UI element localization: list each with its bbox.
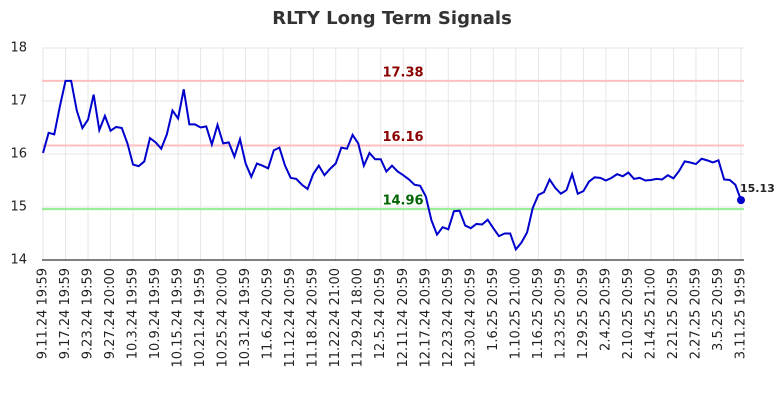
x-tick-label: 12.11.24 20:59 [396, 268, 411, 368]
x-tick-label: 10.15.24 19:59 [171, 268, 186, 368]
reference-label: 17.38 [382, 65, 423, 80]
reference-label: 14.96 [382, 194, 423, 209]
y-tick-label: 17 [10, 94, 27, 109]
reference-label: 16.16 [382, 130, 423, 145]
x-tick-label: 9.23.24 19:59 [81, 268, 96, 359]
x-tick-label: 10.25.24 20:00 [216, 268, 231, 368]
x-tick-label: 2.21.25 20:59 [666, 268, 681, 359]
x-tick-label: 11.22.24 21:00 [328, 268, 343, 368]
x-tick-label: 10.21.24 19:59 [193, 268, 208, 368]
x-tick-label: 9.11.24 19:59 [36, 268, 51, 359]
x-tick-label: 12.17.24 20:59 [418, 268, 433, 368]
x-tick-label: 10.31.24 19:59 [238, 268, 253, 368]
x-tick-label: 10.3.24 19:59 [126, 268, 141, 359]
chart-title: RLTY Long Term Signals [272, 8, 512, 29]
last-point [737, 196, 745, 205]
x-tick-label: 1.23.25 20:59 [553, 268, 568, 359]
x-tick-label: 9.17.24 19:59 [58, 268, 73, 359]
x-tick-label: 10.9.24 19:59 [148, 268, 163, 359]
x-tick-label: 9.27.24 20:00 [103, 268, 118, 359]
y-tick-label: 14 [10, 253, 27, 268]
x-tick-label: 1.29.25 20:59 [576, 268, 591, 359]
x-tick-label: 11.6.24 20:59 [261, 268, 276, 359]
x-tick-label: 12.23.24 20:59 [441, 268, 456, 368]
y-tick-label: 15 [10, 200, 27, 215]
x-tick-label: 11.29.24 18:00 [351, 268, 366, 368]
x-tick-label: 2.10.25 20:59 [621, 268, 636, 359]
line [42, 79, 742, 252]
x-tick-label: 1.16.25 20:59 [531, 268, 546, 359]
x-tick-label: 1.10.25 21:00 [508, 268, 523, 359]
x-tick-label: 2.14.25 21:00 [643, 268, 658, 359]
x-tick-label: 1.6.25 20:59 [486, 268, 501, 351]
x-tick-label: 11.18.24 20:59 [306, 268, 321, 368]
last-value-label: 15.13 [740, 182, 775, 195]
x-tick-label: 2.4.25 20:59 [598, 268, 613, 351]
x-tick-label: 12.5.24 20:59 [373, 268, 388, 359]
x-tick-label: 11.12.24 20:59 [283, 268, 298, 368]
x-tick-label: 3.11.25 19:59 [734, 268, 749, 359]
x-tick-label: 12.30.24 20:59 [463, 268, 478, 368]
x-tick-label: 3.5.25 20:59 [711, 268, 726, 351]
y-tick-label: 18 [10, 41, 27, 56]
x-tick-label: 2.27.25 20:59 [688, 268, 703, 359]
y-tick-label: 16 [10, 147, 27, 162]
